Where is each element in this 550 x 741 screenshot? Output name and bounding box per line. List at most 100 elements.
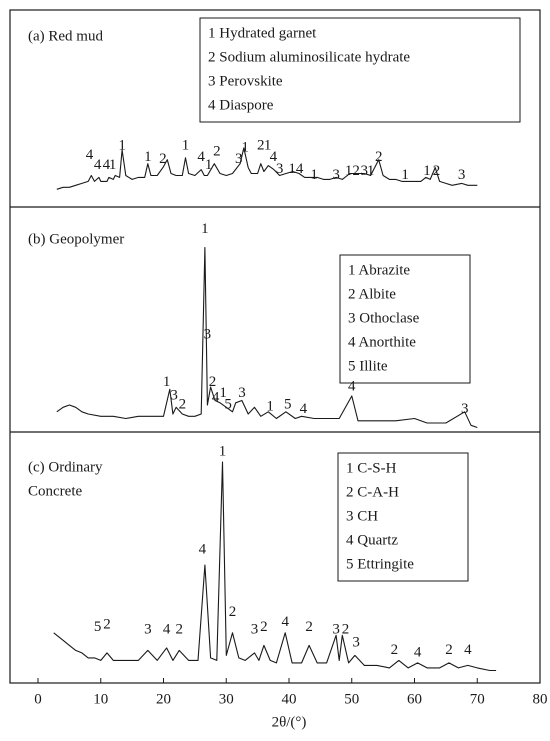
x-tick-label: 10 [93,691,108,707]
peak-label: 3 [276,161,284,177]
legend-entry: 3 CH [346,508,378,524]
peak-label: 2 [209,374,217,390]
x-tick-label: 50 [344,691,359,707]
x-axis-title: 2θ/(°) [272,714,307,730]
peak-label: 1 [219,444,227,460]
xrd-trace [53,461,497,672]
peak-label: 4 [348,378,356,394]
peak-label: 3 [204,327,212,343]
peak-label: 5 [224,396,232,412]
legend-entry: 5 Ettringite [346,556,414,572]
legend-box [339,254,471,384]
peak-label: 1 [401,167,409,183]
peak-label: 1 [118,137,126,153]
peak-label: 4 [94,157,102,173]
peak-label: 2 [391,642,399,658]
peak-label: 1 [182,137,190,153]
peak-label: 2 [159,151,167,167]
legend-entry: 4 Quartz [346,532,398,548]
peak-label: 4 [281,614,289,630]
peak-label: 4 [464,642,472,658]
legend-entry: 4 Anorthite [348,334,416,350]
peak-label: 3 [235,151,243,167]
peak-label: 2 [103,617,111,633]
peak-label: 1 [266,399,274,415]
peak-label: 1 [345,163,353,179]
legend-box [337,452,469,582]
peak-label: 3 [170,387,178,403]
peak-label: 2 [229,604,237,620]
peak-label: 4 [300,401,308,417]
peak-label: 4 [270,149,278,165]
x-tick-label: 70 [470,691,485,707]
peak-label: 1 [205,157,213,173]
peak-label: 1 [241,139,249,155]
peak-label: 1 [264,137,272,153]
peak-label: 3 [332,622,340,638]
legend-box [199,17,521,123]
peak-label: 2 [305,619,313,635]
peak-label: 1 [163,374,171,390]
peak-label: 4 [86,147,94,163]
peak-label: 2 [445,642,453,658]
x-tick-label: 40 [282,691,297,707]
peak-label: 2 [179,396,187,412]
legend-entry: 3 Othoclase [348,310,420,326]
x-tick-label: 20 [156,691,171,707]
peak-label: 2 [352,163,360,179]
panel-title: (c) Ordinary [28,459,103,475]
peak-label: 4 [163,622,171,638]
peak-label: 5 [284,396,292,412]
legend-entry: 2 Albite [348,286,396,302]
legend-entry: 1 C-S-H [346,460,397,476]
peak-label: 2 [342,622,350,638]
frame [9,9,541,684]
x-tick-label: 80 [533,691,548,707]
legend-entry: 5 Illite [348,358,388,374]
legend-entry: 1 Hydrated garnet [208,25,317,41]
legend-entry: 2 C-A-H [346,484,399,500]
panel-title: (a) Red mud [28,28,103,44]
x-tick-label: 0 [34,691,42,707]
legend-entry: 2 Sodium aluminosilicate hydrate [208,49,410,65]
peak-label: 3 [144,622,152,638]
peak-label: 1 [144,149,152,165]
peak-label: 3 [461,401,469,417]
peak-label: 1 [367,163,375,179]
xrd-trace [56,147,478,190]
peak-label: 1 [219,385,227,401]
peak-label: 4 [296,161,304,177]
x-tick-label: 30 [219,691,234,707]
legend-entry: 4 Diaspore [208,97,274,113]
peak-label: 4 [212,390,220,406]
peak-label: 4 [103,157,111,173]
peak-label: 1 [109,157,117,173]
peak-label: 5 [94,619,102,635]
peak-label: 1 [423,163,431,179]
peak-label: 1 [201,221,209,237]
peak-label: 4 [197,149,205,165]
peak-label: 4 [199,541,207,557]
x-tick-label: 60 [407,691,422,707]
xrd-trace [56,246,478,429]
peak-label: 1 [310,167,318,183]
peak-label: 2 [175,622,183,638]
legend-entry: 3 Perovskite [208,73,283,89]
peak-label: 2 [433,163,441,179]
peak-label: 3 [458,167,466,183]
panel-title: (b) Geopolymer [28,231,124,247]
peak-label: 3 [251,622,259,638]
peak-label: 2 [375,149,383,165]
peak-label: 3 [238,385,246,401]
peak-label: 2 [213,143,221,159]
peak-label: 2 [260,619,268,635]
peak-label: 4 [414,644,422,660]
legend-entry: 1 Abrazite [348,262,410,278]
peak-label: 3 [332,167,340,183]
peak-label: 3 [361,163,369,179]
peak-label: 2 [257,137,265,153]
peak-label: 1 [288,161,296,177]
peak-label: 3 [352,634,360,650]
panel-title: Concrete [28,483,82,499]
